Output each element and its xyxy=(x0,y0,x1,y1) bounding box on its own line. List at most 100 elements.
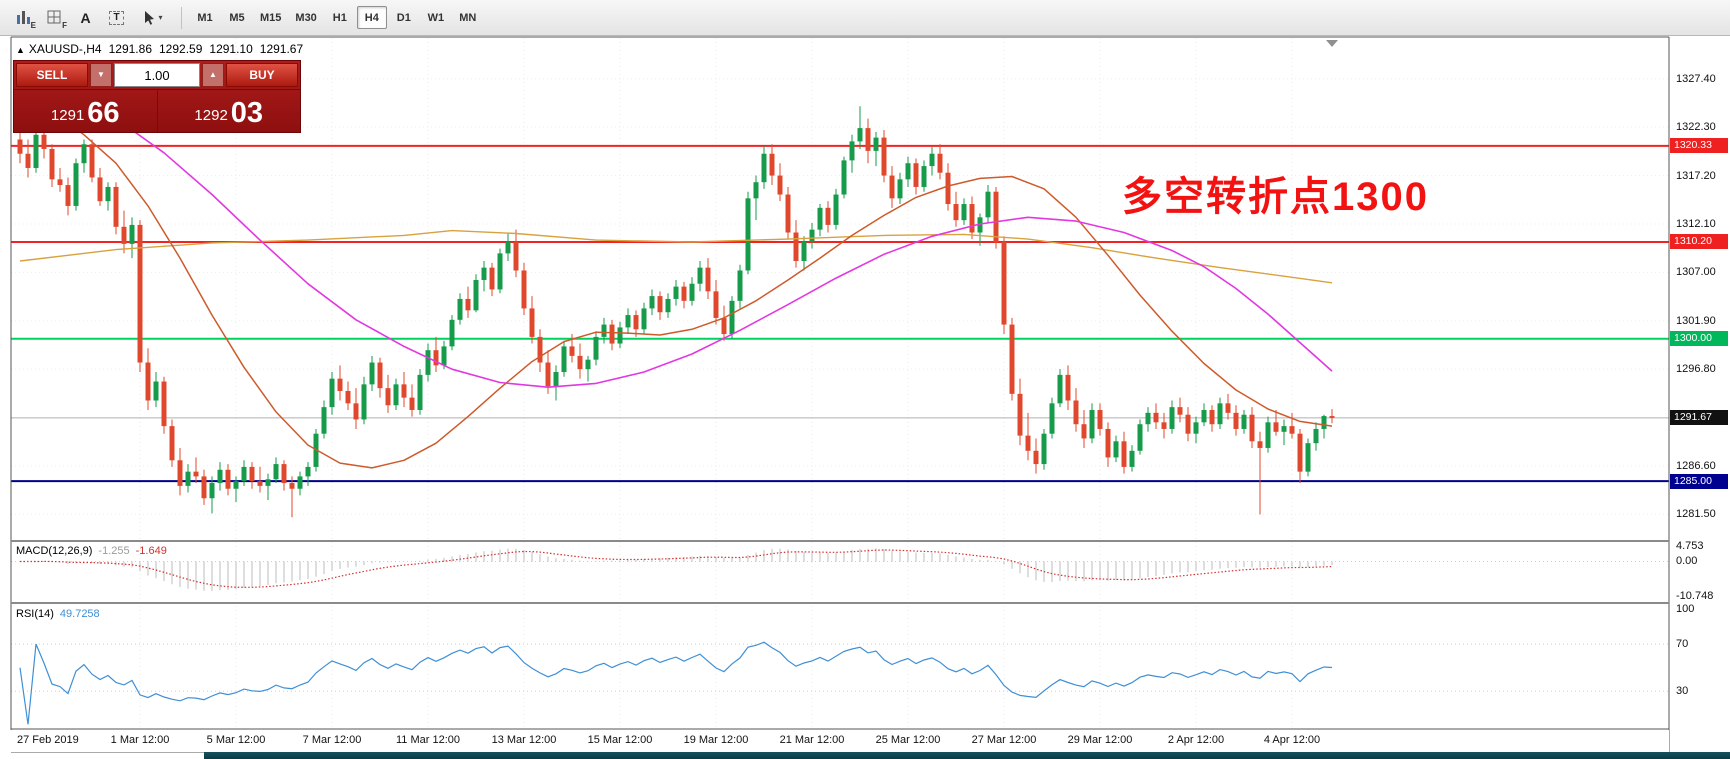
timeframe-h4-button[interactable]: H4 xyxy=(356,6,387,29)
price-tick: 1281.50 xyxy=(1676,508,1716,521)
chart-shift-marker xyxy=(1326,40,1338,47)
price-level-badge: 1291.67 xyxy=(1670,410,1728,426)
time-tick-label: 7 Mar 12:00 xyxy=(302,734,362,746)
vertical-gridlines xyxy=(139,38,1293,728)
macd-axis-tick: 4.753 xyxy=(1676,540,1704,553)
ohlc-open: 1291.86 xyxy=(108,42,152,56)
time-tick-label: 15 Mar 12:00 xyxy=(587,734,653,746)
volume-increase-button[interactable]: ▲ xyxy=(202,63,224,87)
chevron-down-icon: ▾ xyxy=(158,13,163,22)
macd-panel[interactable] xyxy=(11,542,1669,602)
toolbar-separator xyxy=(181,6,182,29)
rsi-axis-tick: 70 xyxy=(1676,638,1689,651)
chart-window-icon[interactable]: E xyxy=(9,4,38,31)
macd-signal-value: -1.649 xyxy=(135,545,167,557)
timeframe-m1-button[interactable]: M1 xyxy=(190,6,220,29)
time-tick-label: 27 Mar 12:00 xyxy=(971,734,1037,746)
rsi-level-lines xyxy=(11,643,1669,692)
rsi-axis-tick: 100 xyxy=(1676,602,1695,615)
bottom-strip xyxy=(204,752,1730,759)
time-tick-label: 5 Mar 12:00 xyxy=(206,734,266,746)
time-tick-label: 11 Mar 12:00 xyxy=(395,734,461,746)
time-tick-label: 25 Mar 12:00 xyxy=(875,734,941,746)
macd-title: MACD(12,26,9) xyxy=(16,545,93,557)
cursor-arrow-icon xyxy=(145,10,155,25)
tool-letter: E xyxy=(30,21,36,30)
ohlc-low: 1291.10 xyxy=(209,42,253,56)
volume-input[interactable] xyxy=(114,63,200,87)
annotation-text: 多空转折点1300 xyxy=(1122,175,1429,219)
price-tick: 1301.90 xyxy=(1676,314,1716,327)
price-level-badge: 1310.20 xyxy=(1670,234,1728,250)
timeframe-w1-button[interactable]: W1 xyxy=(421,6,451,29)
timeframe-m5-button[interactable]: M5 xyxy=(222,6,252,29)
cursor-tool-icon[interactable]: ▾ xyxy=(133,4,173,31)
rsi-title: RSI(14) xyxy=(16,608,54,620)
level-lines xyxy=(11,144,1669,483)
moving-averages-layer xyxy=(19,74,1333,469)
symbol-marker-icon: ▲ xyxy=(16,45,25,55)
price-level-badge: 1300.00 xyxy=(1670,331,1728,347)
horizontal-gridlines xyxy=(11,78,1669,515)
textbox-tool-icon[interactable]: T xyxy=(102,4,131,31)
time-tick-label: 19 Mar 12:00 xyxy=(683,734,749,746)
buy-price-display[interactable]: 1292 03 xyxy=(194,97,264,129)
timeframe-m30-button[interactable]: M30 xyxy=(289,6,322,29)
ma-fast-vermilion xyxy=(19,89,1333,469)
price-tick: 1312.10 xyxy=(1676,217,1716,230)
time-tick-label: 2 Apr 12:00 xyxy=(1167,734,1225,746)
sell-price-display[interactable]: 1291 66 xyxy=(14,90,158,132)
timeframe-h1-button[interactable]: H1 xyxy=(325,6,355,29)
ma-slow-gold xyxy=(19,229,1333,284)
symbol-label: XAUUSD-,H4 xyxy=(28,42,102,56)
macd-histogram xyxy=(27,548,1333,591)
plot-background xyxy=(11,37,1669,729)
time-tick-label: 21 Mar 12:00 xyxy=(779,734,845,746)
text-annotation-tool-icon[interactable]: A xyxy=(80,9,91,26)
price-axis[interactable]: 1327.40 1322.30 1317.20 1312.10 1307.00 1301.… xyxy=(1670,0,1730,759)
volume-decrease-button[interactable]: ▼ xyxy=(90,63,112,87)
timeframe-mn-button[interactable]: MN xyxy=(453,6,483,29)
time-tick-label: 27 Feb 2019 xyxy=(17,734,79,746)
rsi-panel[interactable] xyxy=(11,604,1669,729)
macd-label: MACD(12,26,9) -1.255 -1.649 xyxy=(16,545,167,557)
price-level-badge: 1320.33 xyxy=(1670,138,1728,154)
chart-header: ▲ XAUUSD-,H4 1291.86 1292.59 1291.10 1291.67 xyxy=(16,42,310,56)
candles-layer xyxy=(17,106,1335,518)
price-tick: 1307.00 xyxy=(1676,266,1716,279)
price-tick: 1317.20 xyxy=(1676,169,1716,182)
time-tick-label: 4 Apr 12:00 xyxy=(1263,734,1321,746)
rsi-value: 49.7258 xyxy=(59,608,100,620)
time-tick-label: 13 Mar 12:00 xyxy=(491,734,557,746)
macd-main-value: -1.255 xyxy=(98,545,130,557)
time-axis[interactable]: 27 Feb 2019 1 Mar 12:00 5 Mar 12:00 7 Mar 1… xyxy=(0,730,1669,752)
price-level-badge: 1285.00 xyxy=(1670,473,1728,489)
timeframe-m15-button[interactable]: M15 xyxy=(254,6,287,29)
rsi-label: RSI(14) 49.7258 xyxy=(16,608,100,620)
buy-button[interactable]: BUY xyxy=(226,63,298,87)
price-tick: 1286.60 xyxy=(1676,459,1716,472)
rsi-axis-tick: 30 xyxy=(1676,685,1689,698)
macd-axis-tick: 0.00 xyxy=(1676,555,1698,568)
price-tick: 1327.40 xyxy=(1676,72,1716,85)
grid-glyph-icon xyxy=(47,10,61,24)
toolbar: E F A T ▾ M1 M5 M15 M30 H1 H4 D1 xyxy=(0,0,1730,36)
macd-axis-tick: -10.748 xyxy=(1676,590,1714,603)
timeframe-d1-button[interactable]: D1 xyxy=(389,6,419,29)
ohlc-close: 1291.67 xyxy=(259,42,304,56)
rsi-line xyxy=(19,641,1333,725)
tool-letter: F xyxy=(62,21,67,30)
macd-signal-line xyxy=(20,549,1333,588)
grid-icon[interactable]: F xyxy=(40,4,69,31)
price-tick: 1322.30 xyxy=(1676,121,1716,134)
bar-chart-icon xyxy=(16,11,30,24)
time-tick-label: 1 Mar 12:00 xyxy=(110,734,170,746)
sell-button[interactable]: SELL xyxy=(16,63,88,87)
price-tick: 1296.80 xyxy=(1676,363,1716,376)
one-click-trading-panel: SELL ▼ ▲ BUY 1291 66 1292 03 xyxy=(13,60,301,133)
time-tick-label: 29 Mar 12:00 xyxy=(1067,734,1133,746)
ohlc-high: 1292.59 xyxy=(159,42,203,56)
ma-long-magenta xyxy=(19,74,1333,389)
